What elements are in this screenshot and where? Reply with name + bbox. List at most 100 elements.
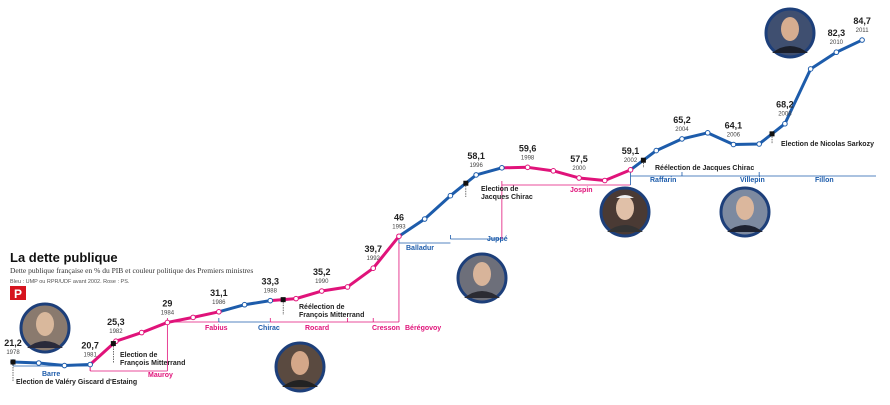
point — [499, 165, 505, 171]
point — [859, 37, 865, 43]
election-label: Election de Nicolas Sarkozy — [781, 141, 874, 148]
chart-subtitle: Dette publique française en % du PIB et … — [10, 266, 253, 275]
value-label: 57,5 — [570, 154, 588, 164]
point — [756, 141, 762, 147]
line-segment — [501, 165, 632, 182]
point — [318, 288, 325, 294]
point — [730, 141, 737, 148]
year-label: 2010 — [830, 40, 844, 46]
pm-name: Cresson — [372, 325, 400, 332]
point — [679, 136, 685, 142]
portrait — [274, 341, 326, 393]
line-segment — [629, 38, 863, 172]
pm-name: Balladur — [406, 245, 434, 252]
year-label: 1990 — [315, 279, 329, 285]
point — [550, 168, 557, 174]
year-label: 2008 — [778, 112, 792, 118]
pm-name: Raffarin — [650, 177, 676, 184]
year-label: 2002 — [624, 158, 638, 164]
election-label: Election de — [481, 186, 518, 193]
year-label: 1982 — [109, 329, 123, 335]
value-label: 68,2 — [776, 100, 794, 110]
value-label: 25,3 — [107, 317, 125, 327]
point — [601, 177, 608, 184]
year-label: 1981 — [84, 353, 98, 359]
point — [267, 297, 274, 304]
point — [35, 360, 42, 366]
value-label: 31,1 — [210, 288, 228, 298]
year-label: 1986 — [212, 300, 226, 306]
point — [447, 192, 454, 199]
year-label: 1993 — [392, 224, 406, 230]
year-label: 2004 — [675, 127, 689, 133]
value-label: 21,2 — [4, 338, 22, 348]
pm-name: Barre — [42, 371, 60, 378]
year-label: 1978 — [6, 350, 20, 356]
value-label: 58,1 — [467, 151, 485, 161]
portraits — [19, 7, 816, 393]
value-label: 59,6 — [519, 143, 537, 153]
pm-name: Fillon — [815, 177, 834, 184]
point — [473, 172, 479, 178]
point — [653, 147, 660, 154]
value-label: 64,1 — [725, 120, 743, 130]
year-label: 1996 — [469, 163, 483, 169]
election-label: Election de — [120, 352, 157, 359]
point — [164, 319, 171, 326]
election-label: Election de Valéry Giscard d'Estaing — [16, 379, 137, 386]
logo-box — [10, 286, 26, 300]
point — [370, 265, 377, 272]
value-label: 39,7 — [364, 244, 382, 254]
year-label: 1984 — [161, 310, 175, 316]
point — [524, 164, 531, 171]
point — [627, 167, 634, 173]
year-label: 1988 — [264, 289, 278, 295]
point — [807, 66, 814, 72]
portrait — [764, 7, 816, 59]
year-label: 2011 — [856, 28, 870, 34]
election-label: François Mitterrand — [120, 360, 185, 367]
pm-name: Villepin — [740, 177, 765, 184]
election-label: Jacques Chirac — [481, 194, 533, 201]
portrait — [456, 252, 508, 304]
point — [576, 175, 582, 181]
pm-name: Rocard — [305, 325, 329, 332]
portrait — [719, 186, 771, 238]
pm-name: Fabius — [205, 325, 228, 332]
election-label: Réélection de — [299, 304, 345, 311]
line-segment — [270, 235, 401, 303]
value-label: 65,2 — [673, 115, 691, 125]
year-label: 2000 — [572, 166, 586, 172]
point — [216, 309, 222, 315]
value-label: 84,7 — [853, 16, 871, 26]
value-label: 29 — [162, 298, 172, 308]
pm-name: Bérégovoy — [405, 325, 441, 332]
portrait — [19, 302, 71, 354]
pm-name: Chirac — [258, 325, 280, 332]
value-label: 46 — [394, 212, 404, 222]
year-label: 2006 — [727, 132, 741, 138]
pm-name: Mauroy — [148, 372, 173, 379]
year-label: 1992 — [367, 256, 381, 262]
point — [833, 49, 840, 56]
value-label: 20,7 — [81, 341, 99, 351]
note: Bleu : UMP ou RPR/UDF avant 2002. Rose :… — [10, 279, 130, 285]
line-segment — [398, 166, 503, 238]
chart-title: La dette publique — [10, 250, 118, 265]
line-segment — [12, 360, 91, 368]
point — [87, 361, 93, 368]
point — [138, 329, 145, 336]
point — [782, 120, 788, 127]
logo: P — [14, 287, 22, 301]
point — [190, 314, 196, 321]
point — [396, 233, 402, 240]
pm-name: Jospin — [570, 187, 593, 194]
year-label: 1998 — [521, 155, 535, 161]
value-label: 59,1 — [622, 146, 640, 156]
portrait — [599, 186, 651, 238]
point — [344, 284, 351, 290]
point — [241, 301, 248, 308]
point — [61, 362, 68, 369]
value-label: 82,3 — [828, 28, 846, 38]
